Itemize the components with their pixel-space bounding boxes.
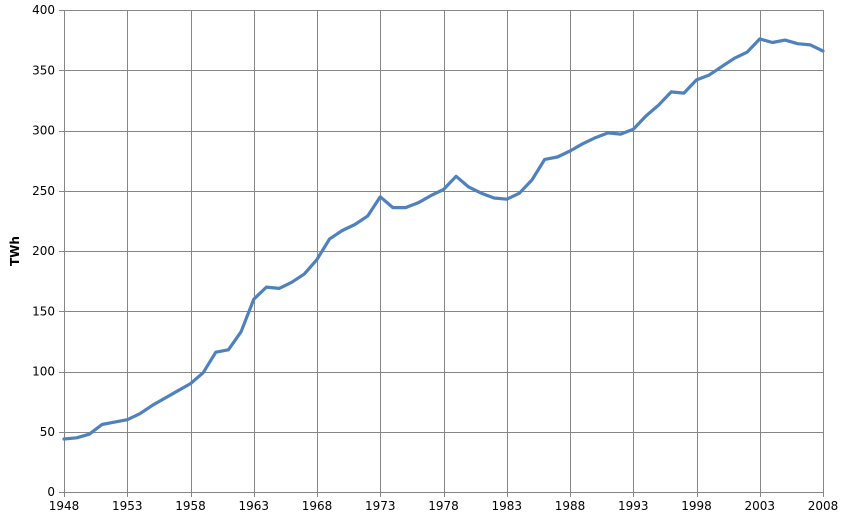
y-tick-label: 100	[32, 365, 55, 379]
y-axis-title: TWh	[8, 236, 22, 266]
y-tick-label: 350	[32, 63, 55, 77]
y-tick-label: 300	[32, 124, 55, 138]
y-tick-label: 150	[32, 304, 55, 318]
y-tick-label: 0	[47, 485, 55, 499]
x-tick-label: 1983	[491, 499, 522, 513]
x-tick-label: 1998	[681, 499, 712, 513]
data-series-line	[62, 37, 825, 441]
x-tick-label: 1968	[302, 499, 333, 513]
x-tick-label: 2008	[808, 499, 839, 513]
x-tick-label: 1958	[175, 499, 206, 513]
y-tick-label: 250	[32, 184, 55, 198]
y-tick-label: 200	[32, 244, 55, 258]
x-tick-label: 1973	[365, 499, 396, 513]
x-tick-label: 1988	[555, 499, 586, 513]
y-tick-label: 50	[40, 425, 55, 439]
x-tick-label: 1993	[618, 499, 649, 513]
x-tick-label: 1978	[428, 499, 459, 513]
x-tick-label: 1948	[49, 499, 80, 513]
x-tick-label: 1963	[238, 499, 269, 513]
x-tick-label: 2003	[744, 499, 775, 513]
x-tick-label: 1953	[112, 499, 143, 513]
y-tick-label: 400	[32, 3, 55, 17]
